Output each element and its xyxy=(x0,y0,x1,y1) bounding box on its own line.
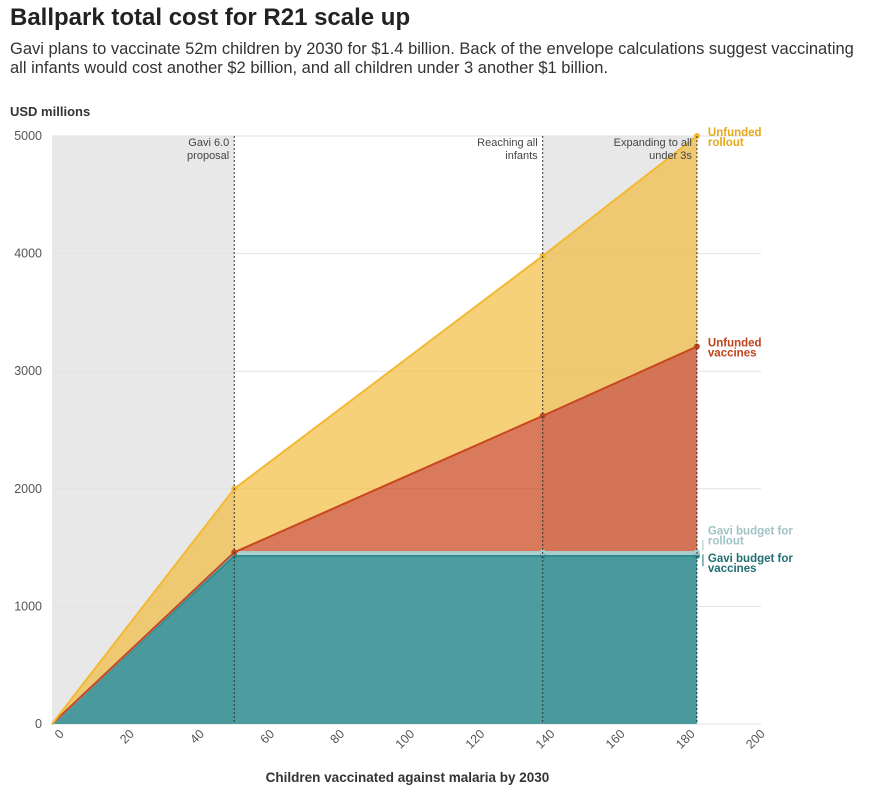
x-tick-label-180: 180 xyxy=(673,727,698,752)
y-tick-label-3000: 3000 xyxy=(14,364,42,378)
y-axis-label: USD millions xyxy=(10,104,91,119)
series-label-0: Gavi budget for vaccines xyxy=(708,553,794,575)
annotation-label-0: Gavi 6.0 proposal xyxy=(187,137,229,162)
y-tick-label-4000: 4000 xyxy=(14,247,42,261)
area-3 xyxy=(52,136,697,724)
y-tick-label-0: 0 xyxy=(35,717,42,731)
x-tick-label-120: 120 xyxy=(463,727,488,752)
series-line-3 xyxy=(51,135,698,725)
chart-title: Ballpark total cost for R21 scale up xyxy=(10,4,411,31)
x-tick-label-100: 100 xyxy=(393,727,418,752)
x-tick-label-80: 80 xyxy=(328,727,348,747)
series-label-1: Gavi budget for rollout xyxy=(708,525,794,547)
area-2 xyxy=(52,346,697,724)
data-point-2-3 xyxy=(693,343,700,350)
x-axis-label: Children vaccinated against malaria by 2… xyxy=(265,770,550,785)
chart-subtitle: Gavi plans to vaccinate 52m children by … xyxy=(10,40,854,77)
annotation-label-1: Reaching all infants xyxy=(477,137,538,162)
x-tick-label-40: 40 xyxy=(187,727,207,747)
series-line-0 xyxy=(51,554,697,725)
y-tick-label-2000: 2000 xyxy=(14,482,42,496)
x-tick-label-0: 0 xyxy=(52,727,67,742)
x-tick-label-140: 140 xyxy=(533,727,558,752)
annotation-label-2: Expanding to all under 3s xyxy=(614,137,693,162)
y-tick-label-1000: 1000 xyxy=(14,599,42,613)
series-label-3: Unfunded rollout xyxy=(708,127,762,149)
area-0 xyxy=(52,555,697,724)
series-label-2: Unfunded vaccines xyxy=(708,338,762,360)
x-tick-label-20: 20 xyxy=(117,727,137,747)
x-tick-label-160: 160 xyxy=(603,727,628,752)
x-tick-label-200: 200 xyxy=(743,727,768,752)
data-point-3-2 xyxy=(539,252,546,259)
data-point-2-2 xyxy=(539,412,546,419)
y-tick-label-5000: 5000 xyxy=(14,129,42,143)
x-tick-label-60: 60 xyxy=(257,727,277,747)
series-line-2 xyxy=(51,345,698,725)
